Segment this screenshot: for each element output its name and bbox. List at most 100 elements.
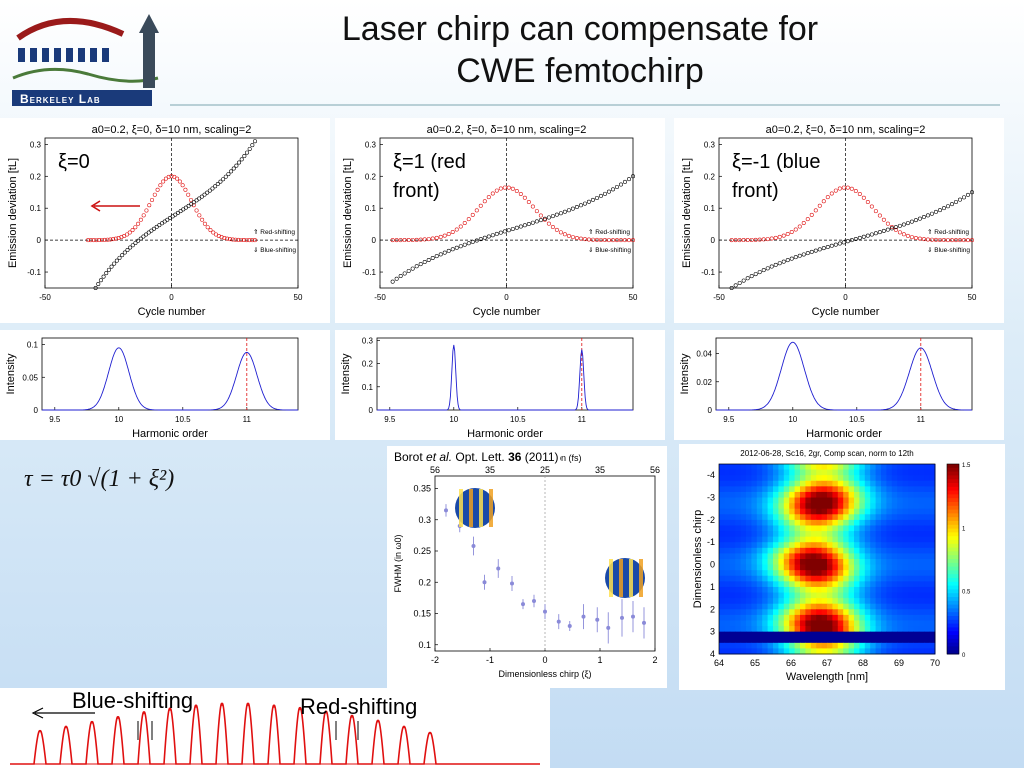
heatmap-cell	[870, 564, 877, 571]
heatmap-cell	[843, 542, 850, 549]
heatmap-cell	[827, 570, 833, 577]
heatmap-cell	[756, 553, 763, 560]
heatmap-cell	[891, 581, 898, 588]
emission-point-red	[929, 237, 934, 242]
heatmap-cell	[783, 542, 790, 549]
colorbar-cell	[947, 616, 959, 621]
chirp-point-black	[765, 266, 770, 271]
heatmap-cell	[735, 609, 742, 616]
heatmap-cell	[827, 626, 833, 633]
heatmap-cell	[864, 581, 871, 588]
emission-point-red	[849, 186, 854, 191]
heatmap-cell	[924, 469, 931, 476]
colorbar-cell	[947, 521, 959, 526]
heatmap-cell	[773, 575, 779, 582]
heatmap-cell	[848, 592, 855, 599]
colorbar-tick-label: 1.5	[962, 463, 971, 469]
heatmap-cell	[746, 464, 752, 471]
emission-point-red	[753, 237, 758, 242]
heatmap-cell	[746, 642, 752, 649]
heatmap-cell	[719, 620, 725, 627]
y-tick-label: -0.1	[362, 268, 376, 277]
heatmap-cell	[724, 559, 731, 566]
chirp-point-black	[614, 184, 619, 189]
heatmap-cell	[902, 592, 909, 599]
heatmap-cell	[886, 626, 893, 633]
emission-point-red	[901, 232, 906, 237]
heatmap-cell	[810, 464, 817, 471]
heatmap-cell	[832, 475, 839, 482]
emission-point-red	[961, 238, 966, 243]
emission-point-red	[172, 174, 177, 179]
heatmap-cell	[794, 469, 801, 476]
heatmap-cell	[886, 486, 893, 493]
heatmap-cell	[751, 508, 758, 515]
heatmap-cell	[789, 503, 796, 510]
heatmap-cell	[767, 503, 774, 510]
heatmap-cell	[751, 603, 758, 610]
heatmap-cell	[837, 637, 844, 644]
heatmap-cell	[762, 514, 769, 521]
heatmap-cell	[719, 491, 725, 499]
chirp-point-black	[945, 204, 950, 209]
heatmap-cell	[816, 570, 823, 577]
emission-point-red	[219, 235, 224, 240]
heatmap-cell	[913, 486, 920, 493]
emission-point-red	[200, 217, 205, 222]
emission-point-red	[522, 195, 527, 200]
heatmap-cell	[746, 648, 752, 655]
citation-year: (2011)	[521, 450, 559, 464]
chirp-point-black	[93, 286, 98, 291]
heatmap-cell	[891, 547, 898, 554]
colorbar-cell	[947, 578, 959, 583]
heatmap-cell	[735, 586, 742, 594]
heatmap-cell	[735, 547, 742, 554]
heatmap-cell	[821, 480, 828, 487]
heatmap-cell	[864, 469, 871, 476]
heatmap-cell	[724, 626, 731, 633]
heatmap-cell	[848, 575, 855, 582]
heatmap-cell	[719, 581, 725, 588]
heatmap-cell	[794, 503, 801, 510]
heatmap-cell	[875, 497, 882, 504]
heatmap-cell	[751, 542, 758, 549]
heatmap-cell	[724, 536, 731, 543]
heatmap-cell	[827, 486, 833, 493]
heatmap-cell	[837, 642, 844, 649]
emission-point-red	[518, 192, 523, 197]
heatmap-cell	[756, 480, 763, 487]
heatmap-cell	[908, 609, 914, 616]
colorbar-cell	[947, 513, 959, 518]
colorbar-cell	[947, 612, 959, 617]
heatmap-cell	[729, 631, 736, 638]
heatmap-cell	[854, 609, 860, 616]
heatmap-cell	[924, 525, 931, 532]
heatmap-cell	[778, 519, 785, 526]
emission-point-red	[622, 238, 627, 243]
heatmap-cell	[897, 614, 904, 621]
y-tick-label: 0.3	[418, 515, 431, 525]
emission-point-red	[152, 192, 157, 197]
heatmap-cell	[724, 614, 731, 621]
chirp-point-black	[410, 266, 415, 271]
heatmap-cell	[902, 542, 909, 549]
heatmap-cell	[735, 542, 742, 549]
emission-point-red	[917, 236, 922, 241]
heatmap-cell	[832, 497, 839, 504]
emission-point-red	[925, 237, 930, 242]
heatmap-cell	[908, 508, 914, 515]
plot-frame	[715, 337, 973, 411]
heatmap-cell	[848, 614, 855, 621]
heatmap-cell	[827, 469, 833, 476]
chirp-point-black	[426, 257, 431, 262]
heatmap-cell	[913, 531, 920, 538]
colorbar-cell	[947, 464, 959, 469]
chirp-point-black	[234, 163, 239, 168]
chirp-point-black	[128, 245, 133, 250]
heatmap-cell	[751, 514, 758, 521]
chirp-point-black	[221, 177, 226, 182]
inset-disc	[605, 558, 645, 598]
emission-point-red	[241, 238, 246, 243]
heatmap-cell	[870, 547, 877, 554]
heatmap-cell	[864, 475, 871, 482]
